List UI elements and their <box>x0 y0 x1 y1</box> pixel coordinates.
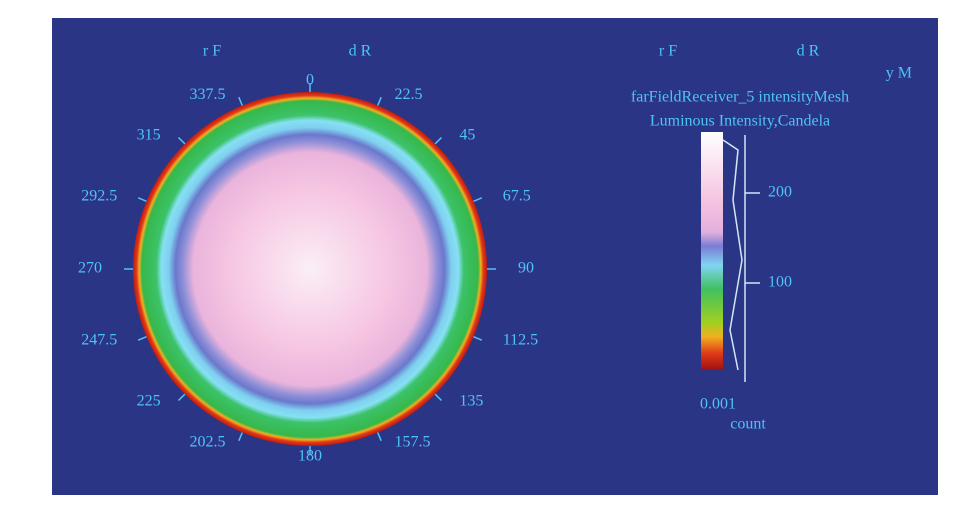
angle-label: 90 <box>518 260 534 277</box>
angle-tick <box>434 136 443 145</box>
angle-tick <box>177 393 186 402</box>
angle-label: 180 <box>298 448 322 465</box>
angle-label: 22.5 <box>395 86 423 103</box>
plot-subtitle: Luminous Intensity,Candela <box>650 113 830 130</box>
angle-tick <box>177 136 186 145</box>
colorbar-tick-label: 100 <box>768 274 792 291</box>
angle-label: 202.5 <box>189 433 225 450</box>
angle-label: 157.5 <box>395 433 431 450</box>
angle-label: 112.5 <box>503 332 538 349</box>
angle-tick <box>137 197 147 202</box>
angle-label: 67.5 <box>503 188 531 205</box>
angle-tick <box>377 96 382 106</box>
angle-tick <box>238 96 243 106</box>
angle-label: 45 <box>459 127 475 144</box>
colorbar-tick-label: 0.001 <box>700 396 736 413</box>
angle-tick <box>434 393 443 402</box>
angle-tick <box>473 336 483 341</box>
header-label: r F <box>203 43 221 60</box>
angle-label: 337.5 <box>189 86 225 103</box>
angle-label: 225 <box>137 393 161 410</box>
angle-label: 292.5 <box>81 188 117 205</box>
colorbar-axis-label: count <box>730 416 766 433</box>
intensity-disk <box>133 92 487 446</box>
colorbar-tick-label: 200 <box>768 184 792 201</box>
angle-label: 270 <box>78 260 102 277</box>
header-label: r F <box>659 43 677 60</box>
colorbar <box>701 132 723 370</box>
plot-title: farFieldReceiver_5 intensityMesh <box>631 89 849 106</box>
angle-tick <box>473 197 483 202</box>
angle-tick <box>377 432 382 442</box>
angle-label: 315 <box>137 127 161 144</box>
header-label: d R <box>349 43 372 60</box>
header-label: d R <box>797 43 820 60</box>
angle-label: 0 <box>306 72 314 89</box>
histogram <box>722 139 743 371</box>
corner-label: y M <box>886 65 912 82</box>
angle-tick <box>137 336 147 341</box>
angle-label: 247.5 <box>81 332 117 349</box>
angle-tick <box>238 432 243 442</box>
angle-label: 135 <box>459 393 483 410</box>
